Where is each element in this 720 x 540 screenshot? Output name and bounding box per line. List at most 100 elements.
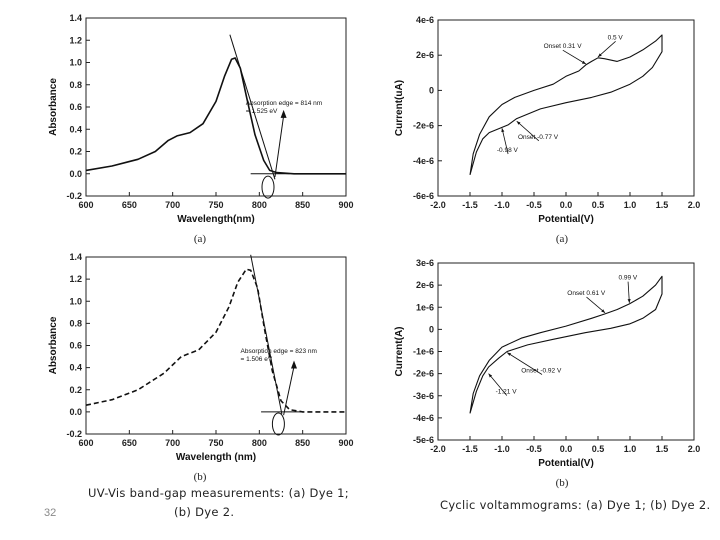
edge-circle-marker [271, 412, 285, 436]
y-tick-label: 0.2 [69, 385, 82, 395]
y-tick-label: 0.4 [69, 363, 82, 373]
y-axis-title: Absorbance [48, 316, 59, 374]
edge-annotation-text: Absorption edge = 823 nm [241, 348, 317, 355]
x-tick-label: 0.0 [560, 444, 573, 454]
tangent-line [229, 34, 276, 180]
y-tick-label: 1.2 [69, 35, 82, 45]
x-tick-label: -1.5 [462, 200, 478, 210]
x-tick-label: 600 [78, 200, 93, 210]
y-tick-label: -2e-6 [413, 369, 434, 379]
x-tick-label: 1.5 [656, 444, 669, 454]
data-series-line [469, 275, 663, 414]
x-tick-label: -1.0 [494, 444, 510, 454]
plot-frame [437, 262, 695, 441]
peak-annotation-arrow [501, 128, 509, 155]
x-tick-label: 1.5 [656, 200, 669, 210]
y-tick-label: -0.2 [66, 429, 82, 439]
edge-annotation-text: Absorption edge = 814 nm [246, 100, 322, 107]
uv-caption-line-2: (b) Dye 2. [174, 505, 235, 519]
edge-circle-marker [261, 175, 275, 199]
peak-arrow-head [627, 299, 631, 303]
x-tick-label: -0.5 [526, 200, 542, 210]
data-series-line [469, 34, 663, 176]
panel-sublabel: (b) [194, 471, 207, 483]
peak-arrow-head [516, 121, 521, 125]
x-tick-label: 800 [252, 438, 267, 448]
x-tick-label: -1.0 [494, 200, 510, 210]
y-tick-label: -4e-6 [413, 156, 434, 166]
y-tick-label: -3e-6 [413, 391, 434, 401]
y-tick-label: 4e-6 [416, 15, 434, 25]
y-tick-label: 0 [429, 85, 434, 95]
y-tick-label: 0.2 [69, 147, 82, 157]
y-tick-label: 3e-6 [416, 258, 434, 268]
x-tick-label: 2.0 [688, 200, 701, 210]
uv-chart-a: 600 650 700 750 800 850 900 -0.2 0.0 0.2 0.4 0.6 0.8… [48, 13, 354, 245]
x-tick-label: 850 [295, 438, 310, 448]
peak-annotation-text: 0.99 V [618, 275, 637, 282]
peak-annotation-text: Onset 0.61 V [567, 290, 606, 297]
y-tick-label: 0.6 [69, 341, 82, 351]
x-tick-label: 900 [338, 200, 353, 210]
edge-arrow [283, 366, 295, 416]
x-tick-label: 0.5 [592, 444, 605, 454]
x-tick-label: 750 [208, 438, 223, 448]
y-tick-label: 2e-6 [416, 280, 434, 290]
x-tick-label: 1.0 [624, 200, 637, 210]
peak-arrow-head [598, 53, 602, 57]
y-tick-label: 0 [429, 324, 434, 334]
y-tick-label: -6e-6 [413, 191, 434, 201]
y-tick-label: 0.8 [69, 318, 82, 328]
y-tick-label: 1.2 [69, 274, 82, 284]
peak-annotation-text: Onset -0.77 V [518, 134, 559, 141]
peak-arrow-head [488, 373, 493, 378]
edge-annotation-text: = 1.506 eV [241, 356, 273, 363]
cv-chart-a: -2.0 -1.5 -1.0 -0.5 0.0 0.5 1.0 1.5 2.0 -6e-6 -4e-… [394, 15, 701, 245]
panel-sublabel: (b) [556, 477, 569, 489]
y-tick-label: 1.0 [69, 58, 82, 68]
uv-caption-line-1: UV-Vis band-gap measurements: (a) Dye 1; [88, 486, 349, 500]
peak-annotation-arrow [597, 41, 616, 58]
peak-annotation-arrow [488, 373, 508, 396]
y-tick-label: -5e-6 [413, 435, 434, 445]
x-axis-title: Potential(V) [538, 214, 594, 225]
x-tick-label: 850 [295, 200, 310, 210]
y-axis-title: Current(A) [394, 327, 405, 377]
peak-annotation-text: -0.98 V [497, 147, 519, 154]
peak-annotation-text: Onset -0.92 V [521, 368, 562, 375]
x-tick-label: 2.0 [688, 444, 701, 454]
peak-annotation-text: 0.5 V [608, 34, 624, 41]
x-tick-label: 700 [165, 438, 180, 448]
x-tick-label: 0.0 [560, 200, 573, 210]
peak-arrow-head [601, 309, 606, 313]
y-tick-label: 0.6 [69, 102, 82, 112]
y-tick-label: 0.0 [69, 407, 82, 417]
edge-arrow-head [291, 360, 297, 369]
x-tick-label: -2.0 [430, 444, 446, 454]
x-axis-title: Potential(V) [538, 458, 594, 469]
peak-arrow-head [507, 352, 512, 356]
y-tick-label: -1e-6 [413, 347, 434, 357]
y-tick-label: 1.0 [69, 296, 82, 306]
x-tick-label: 600 [78, 438, 93, 448]
cv-chart-b: -2.0 -1.5 -1.0 -0.5 0.0 0.5 1.0 1.5 2.0 -5e-6 -4e-… [394, 258, 701, 489]
y-tick-label: -2e-6 [413, 121, 434, 131]
y-tick-label: 2e-6 [416, 50, 434, 60]
x-tick-label: -1.5 [462, 444, 478, 454]
x-axis-title: Wavelength(nm) [177, 214, 254, 225]
peak-annotation-text: Onset 0.31 V [544, 43, 583, 50]
page-number: 32 [44, 507, 57, 519]
y-tick-label: -4e-6 [413, 413, 434, 423]
uv-chart-b: 600 650 700 750 800 850 900 -0.2 0.0 0.2 0.4 0.6 0.8… [48, 252, 354, 483]
edge-annotation-text: = 1.525 eV [246, 108, 278, 115]
x-tick-label: 650 [122, 438, 137, 448]
peak-arrow-head [501, 128, 505, 133]
x-axis-title: Wavelength (nm) [176, 452, 256, 463]
y-tick-label: 1.4 [69, 13, 82, 23]
x-tick-label: 1.0 [624, 444, 637, 454]
edge-arrow [274, 115, 285, 178]
x-tick-label: 650 [122, 200, 137, 210]
peak-annotation-arrow [562, 49, 587, 65]
x-tick-label: -0.5 [526, 444, 542, 454]
x-tick-label: 900 [338, 438, 353, 448]
